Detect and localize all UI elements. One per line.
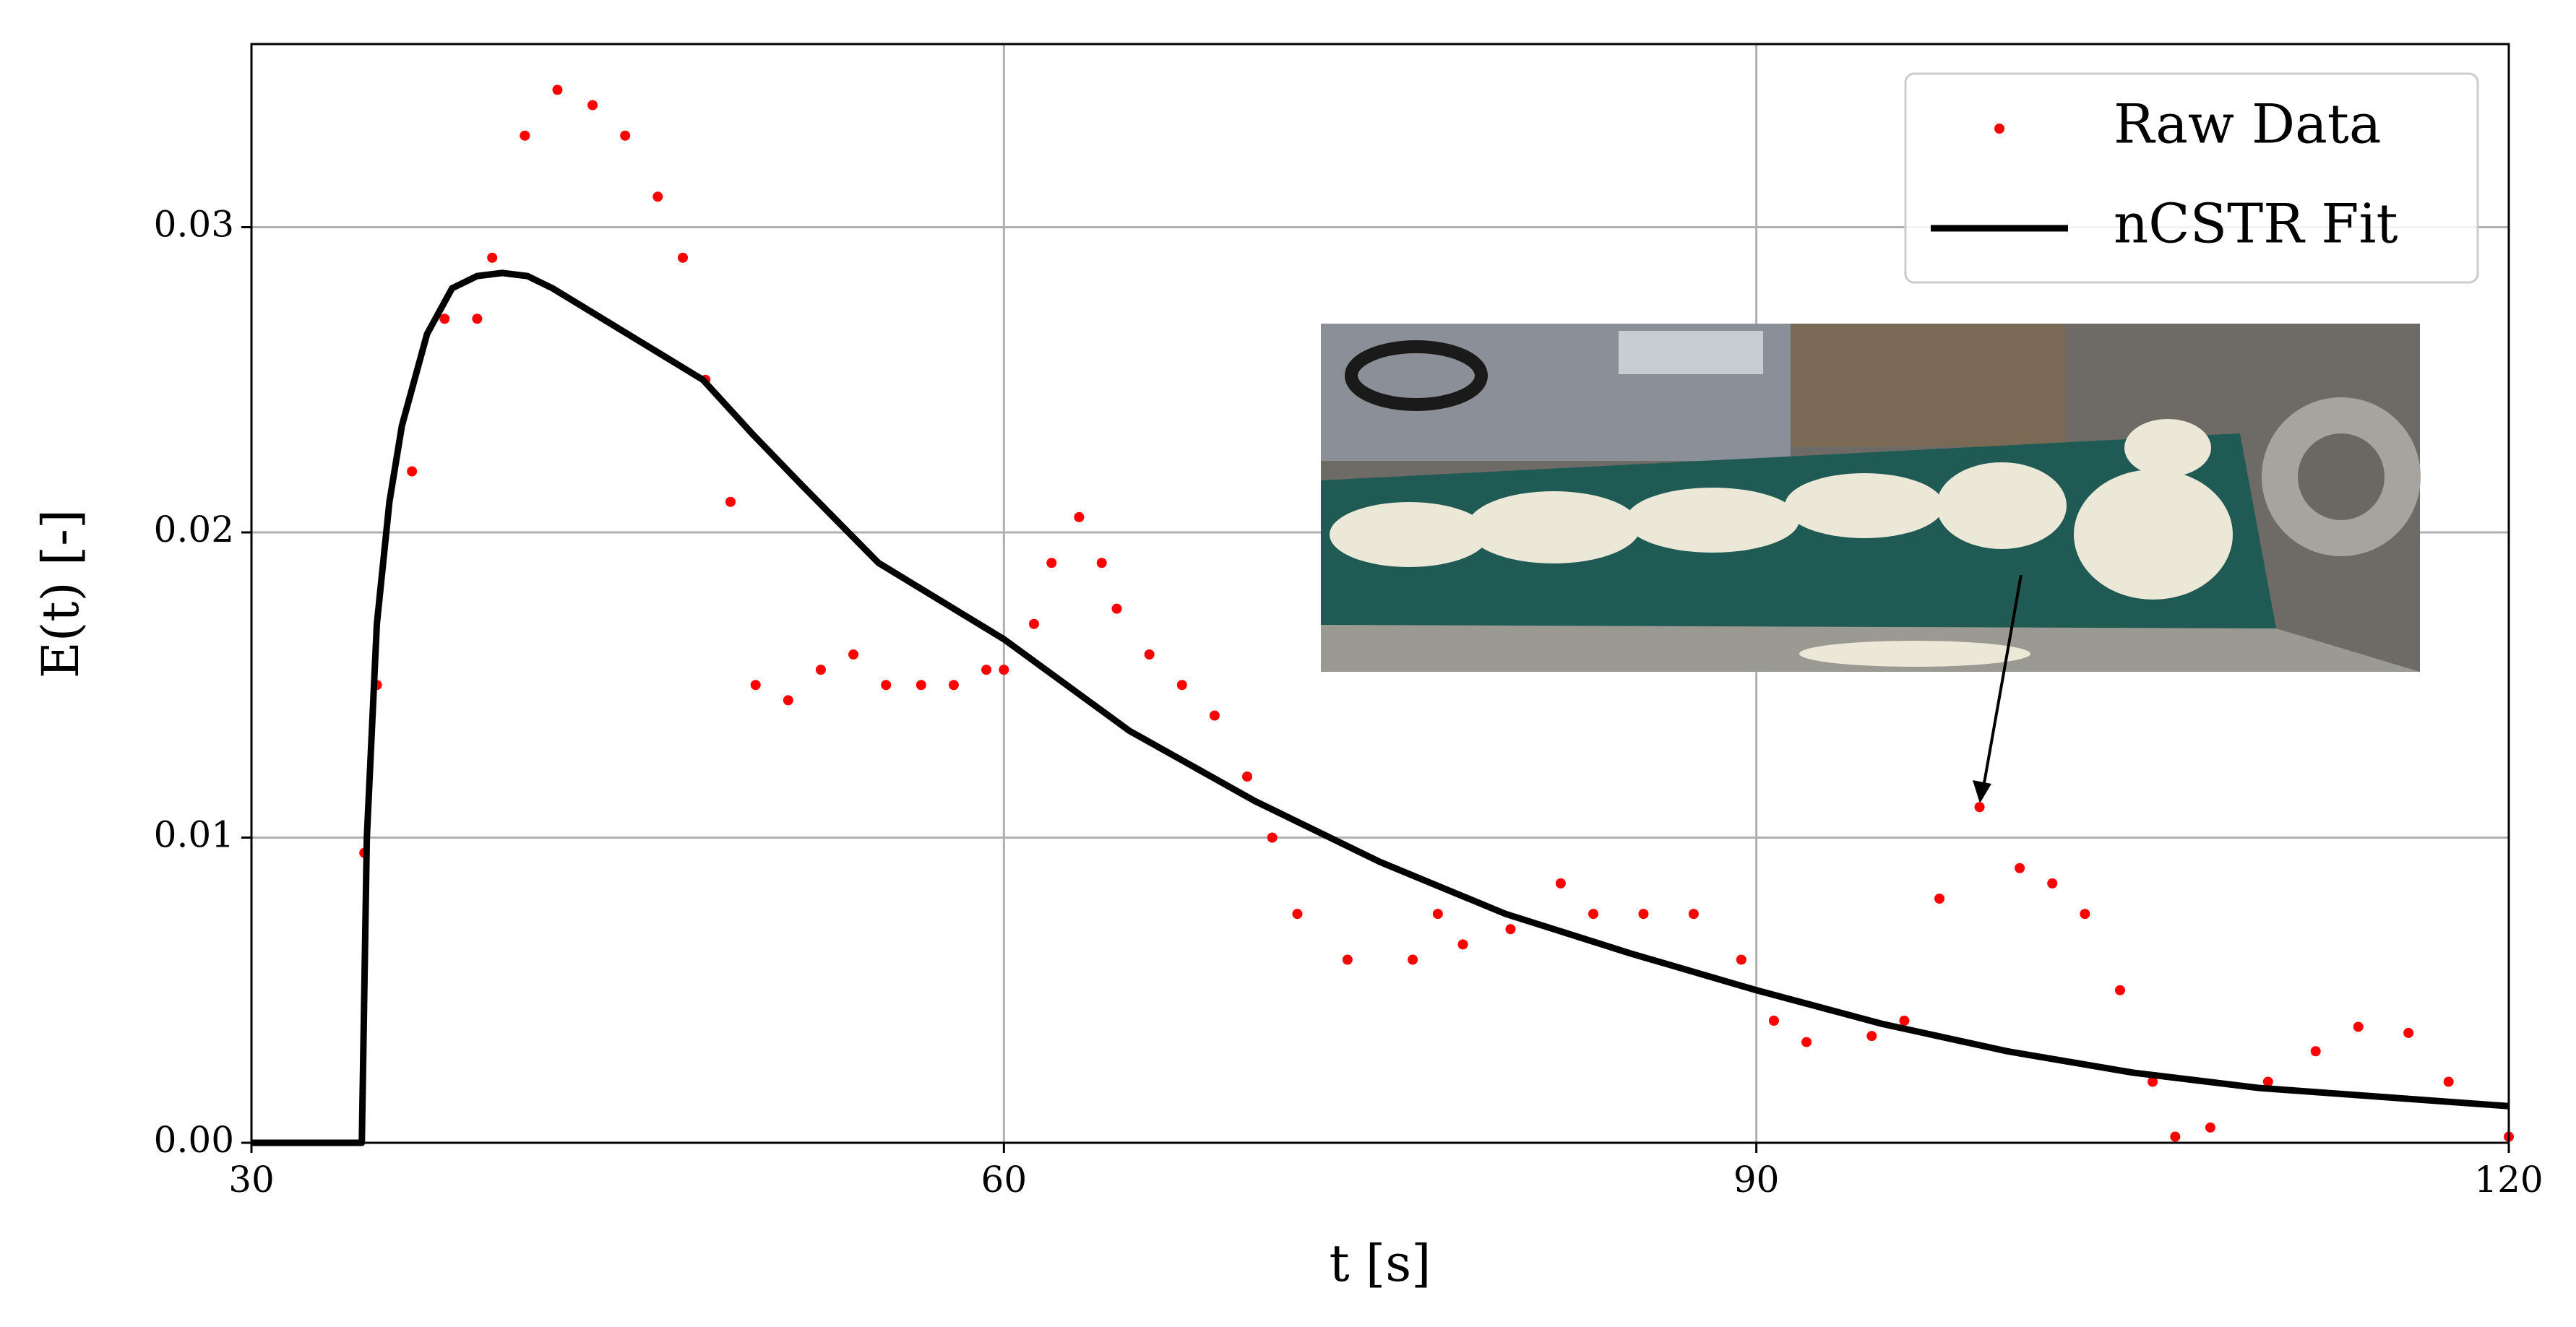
data-point (1111, 603, 1122, 614)
data-point (1638, 909, 1649, 920)
data-point (1688, 909, 1699, 920)
data-point (2353, 1021, 2364, 1032)
inset-photo (1321, 324, 2421, 672)
annotation-arrow (1981, 574, 2023, 792)
data-point (1046, 558, 1057, 569)
photo-extrudate (1330, 419, 2233, 667)
data-point (1267, 832, 1278, 843)
data-point (783, 695, 793, 706)
data-point (2262, 1076, 2273, 1087)
y-tick-label: 0.02 (154, 509, 234, 550)
data-point (1292, 909, 1303, 920)
data-point (725, 496, 736, 507)
data-point (1074, 511, 1085, 522)
fit-line (251, 269, 2510, 1146)
data-point (620, 130, 631, 141)
legend-swatch (1994, 124, 2004, 134)
data-point (2080, 909, 2090, 920)
data-point (1432, 909, 1443, 920)
data-point (1457, 939, 1468, 950)
data-point (815, 665, 826, 675)
plot-frame (250, 43, 2510, 1144)
data-point (2114, 985, 2125, 995)
data-point (1768, 1016, 1779, 1026)
plot-area (251, 85, 2514, 1146)
data-point (2443, 1076, 2454, 1087)
data-point (1974, 802, 1985, 813)
data-point (1588, 909, 1599, 920)
data-point (652, 191, 663, 202)
data-point (439, 314, 450, 324)
data-point (1736, 954, 1746, 965)
data-point (1899, 1016, 1910, 1026)
x-tick-label: 60 (981, 1159, 1028, 1201)
data-point (1176, 680, 1187, 691)
data-point (1342, 954, 1353, 965)
y-tick-label: 0.03 (154, 204, 234, 246)
photo-screen (1619, 331, 1763, 374)
data-point (1242, 771, 1253, 782)
data-point (2310, 1046, 2321, 1057)
data-point (999, 665, 1009, 675)
data-point (520, 130, 530, 141)
legend: Raw Data nCSTR Fit (1904, 72, 2479, 284)
data-point (2015, 863, 2025, 873)
data-point (552, 85, 563, 95)
data-point (848, 649, 859, 660)
x-axis-label: t [s] (1330, 1234, 1431, 1293)
data-point (1144, 649, 1155, 660)
data-point (1866, 1031, 1877, 1042)
data-point (1096, 558, 1107, 569)
photo-machine (1791, 324, 2065, 446)
data-point (948, 680, 959, 691)
data-point (881, 680, 892, 691)
photo-cable (1345, 340, 1488, 411)
legend-label: Raw Data (2114, 92, 2382, 155)
data-point (1801, 1037, 1812, 1047)
data-point (678, 252, 689, 263)
data-point (2170, 1131, 2181, 1142)
annotation-arrow-head (1973, 780, 1991, 803)
y-tick-label: 0.01 (154, 814, 234, 856)
photo-die-center (2298, 433, 2385, 520)
data-point (1028, 618, 1039, 629)
data-point (487, 252, 498, 263)
y-axis-label: E(t) [-] (31, 509, 90, 678)
data-point (1209, 710, 1220, 721)
y-tick-label: 0.00 (154, 1119, 234, 1161)
data-point (472, 314, 483, 324)
data-point (1934, 894, 1945, 904)
data-point (1555, 878, 1566, 889)
x-tick-label: 90 (1733, 1159, 1780, 1201)
data-point (2148, 1076, 2158, 1087)
x-tick-label: 120 (2474, 1159, 2543, 1201)
data-point (2403, 1027, 2414, 1038)
data-point (587, 100, 598, 111)
data-point (750, 680, 761, 691)
legend-label: nCSTR Fit (2114, 191, 2398, 255)
x-tick-label: 30 (228, 1159, 275, 1201)
data-point (1505, 924, 1516, 935)
data-point (981, 665, 992, 675)
data-point (2047, 878, 2058, 889)
data-point (916, 680, 926, 691)
data-point (407, 466, 418, 477)
data-point (2205, 1122, 2215, 1133)
data-point (1408, 954, 1418, 965)
